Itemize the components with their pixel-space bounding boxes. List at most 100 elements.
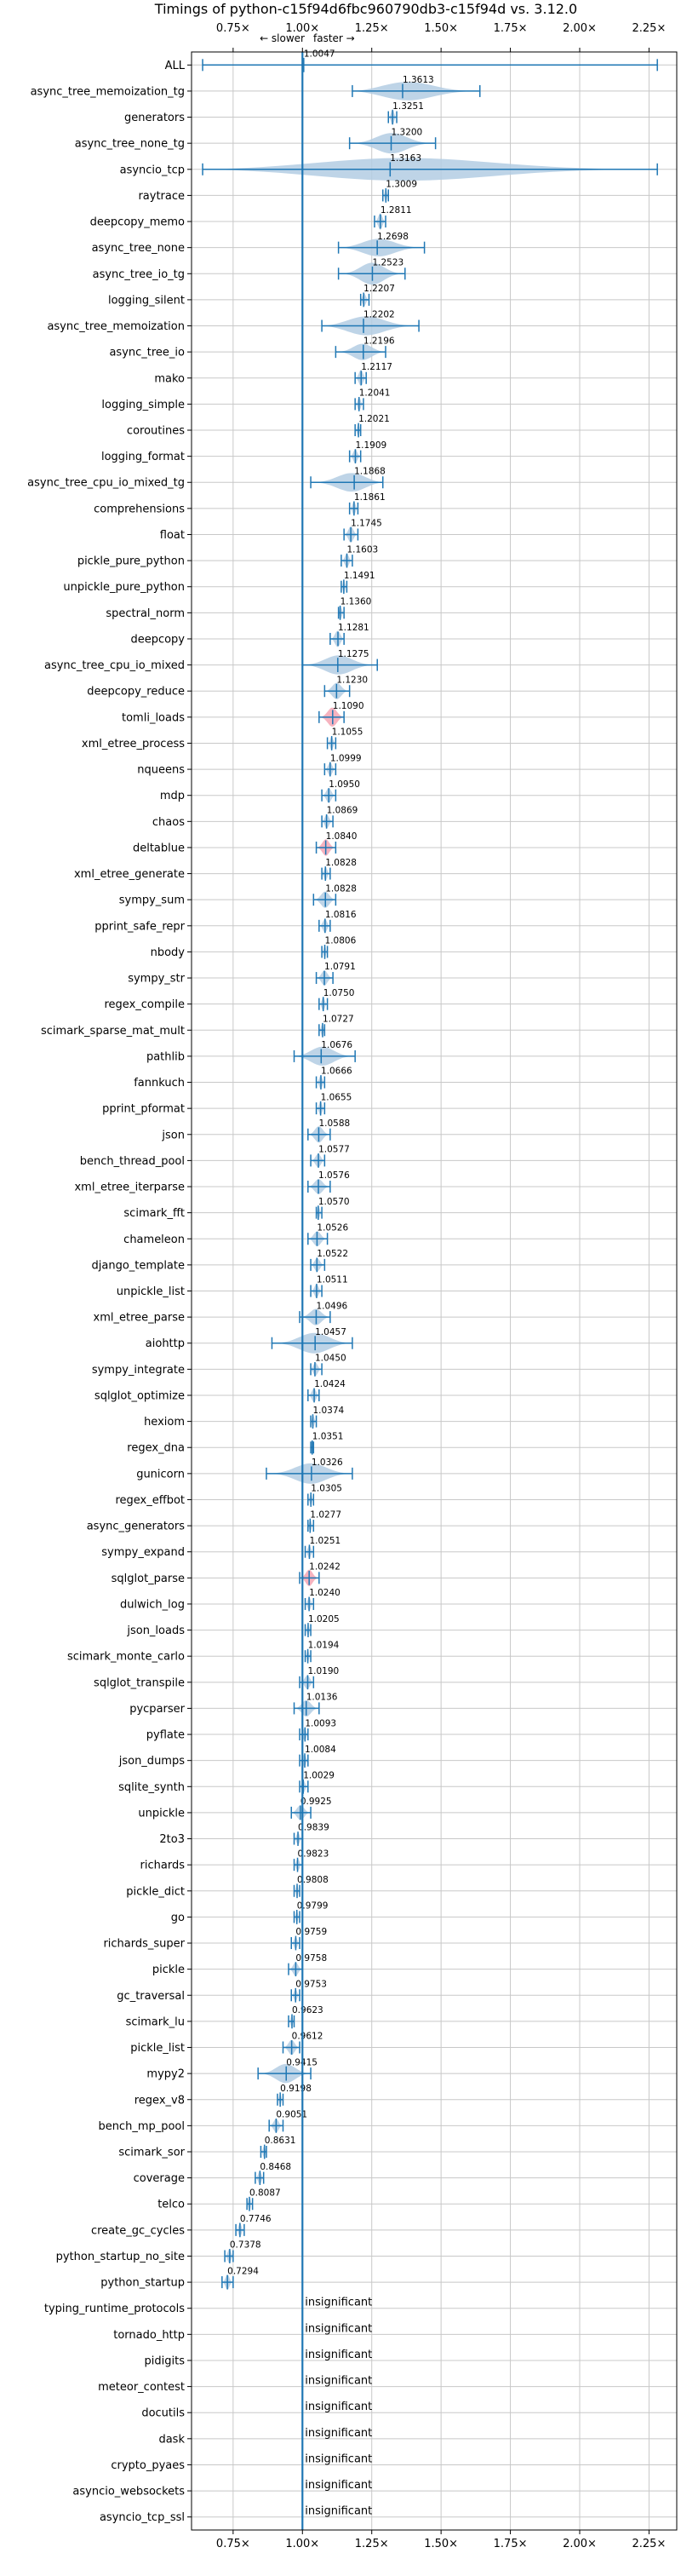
value-label: 1.0806	[325, 936, 357, 946]
x-tick-label-bottom: 1.25×	[355, 2538, 389, 2550]
y-tick-label: async_tree_none_tg	[75, 138, 185, 151]
x-tick-label-bottom: 1.50×	[424, 2538, 458, 2550]
y-tick-label: telco	[157, 2199, 185, 2211]
value-label: 1.1281	[338, 623, 369, 633]
y-tick-label: sqlglot_parse	[112, 1573, 185, 1585]
value-label: 0.9823	[298, 1849, 329, 1859]
value-label: 0.9799	[297, 1901, 329, 1912]
y-tick-label: pycparser	[129, 1703, 185, 1716]
value-label: 1.0526	[317, 1222, 348, 1233]
value-label: 1.0326	[312, 1458, 343, 1468]
value-label: 1.2196	[363, 336, 395, 346]
value-label: 1.0522	[317, 1249, 348, 1259]
y-tick-label: xml_etree_process	[82, 738, 185, 750]
y-tick-label: scimark_sparse_mat_mult	[41, 1025, 185, 1038]
y-tick-label: async_tree_cpu_io_mixed	[44, 659, 185, 672]
value-label: 1.3163	[390, 153, 421, 164]
value-label: 1.2202	[363, 310, 395, 320]
y-tick-label: meteor_contest	[98, 2381, 185, 2394]
y-tick-label: mako	[154, 372, 185, 385]
y-tick-label: deepcopy	[130, 633, 185, 646]
value-label: 1.1230	[336, 675, 368, 685]
value-label: 1.0576	[318, 1170, 350, 1181]
value-label: 1.1745	[351, 519, 382, 529]
value-label: 1.0570	[318, 1197, 350, 1207]
value-label: 1.0351	[312, 1431, 344, 1441]
y-tick-label: create_gc_cycles	[91, 2224, 185, 2237]
y-tick-label: pickle_list	[130, 2042, 185, 2055]
y-tick-label: sqlglot_optimize	[94, 1389, 185, 1402]
chart-title: Timings of python-c15f94d6fbc960790db3-c…	[154, 1, 577, 17]
value-label: 1.0205	[308, 1614, 340, 1624]
y-tick-label: dask	[158, 2433, 185, 2446]
value-label: 1.0816	[325, 910, 357, 920]
y-tick-label: async_generators	[87, 1521, 186, 1533]
y-tick-label: mdp	[160, 790, 185, 802]
y-tick-label: unpickle	[138, 1807, 185, 1820]
y-tick-label: crypto_pyaes	[111, 2459, 185, 2472]
value-label: 1.0277	[310, 1509, 341, 1520]
y-tick-label: xml_etree_generate	[74, 868, 185, 881]
value-label: 1.0869	[327, 806, 358, 816]
value-label: 1.0791	[324, 962, 356, 972]
value-label: 0.7294	[227, 2266, 259, 2276]
y-tick-label: generators	[124, 112, 185, 124]
y-tick-label: logging_silent	[108, 294, 185, 307]
y-tick-label: deepcopy_reduce	[87, 686, 185, 699]
y-tick-label: async_tree_io_tg	[93, 268, 185, 281]
value-label: 1.0676	[321, 1040, 352, 1050]
y-tick-label: sqlite_synth	[118, 1781, 185, 1794]
y-tick-label: docutils	[141, 2407, 185, 2420]
value-label: 1.0511	[317, 1275, 348, 1285]
insignificant-label: insignificant	[305, 2452, 372, 2465]
x-tick-label-bottom: 2.25×	[632, 2538, 667, 2550]
y-tick-label: sympy_integrate	[92, 1364, 185, 1377]
value-label: 1.0450	[315, 1354, 346, 1364]
value-label: 1.0840	[326, 831, 358, 842]
x-tick-label-top: 1.50×	[424, 22, 458, 35]
value-label: 0.9808	[297, 1875, 329, 1885]
y-tick-label: regex_compile	[104, 998, 185, 1011]
value-label: 0.9758	[295, 1953, 327, 1964]
value-label: 1.1055	[332, 727, 363, 738]
y-tick-label: deepcopy_memo	[90, 216, 185, 229]
value-label: 1.0029	[303, 1771, 335, 1781]
y-tick-label: regex_dna	[127, 1442, 185, 1455]
value-label: 1.0240	[309, 1588, 340, 1598]
value-label: 1.0457	[315, 1327, 346, 1337]
value-label: 1.2207	[363, 284, 395, 294]
y-tick-label: typing_runtime_protocols	[44, 2303, 185, 2315]
faster-label: faster →	[313, 32, 355, 44]
y-tick-label: pathlib	[146, 1050, 185, 1063]
y-tick-label: chameleon	[123, 1233, 185, 1246]
x-tick-label-bottom: 2.00×	[563, 2538, 597, 2550]
value-label: 1.1090	[333, 701, 364, 711]
y-tick-label: fannkuch	[134, 1077, 185, 1090]
value-label: 1.1909	[355, 440, 386, 451]
insignificant-label: insignificant	[305, 2505, 372, 2518]
value-label: 1.1603	[346, 544, 378, 555]
y-tick-label: dulwich_log	[120, 1598, 185, 1611]
value-label: 1.0093	[305, 1718, 336, 1728]
x-tick-label-bottom: 1.00×	[285, 2538, 319, 2550]
x-tick-label-top: 1.00×	[285, 22, 319, 35]
y-tick-label: nbody	[151, 946, 186, 959]
value-label: 1.0727	[323, 1014, 354, 1024]
y-tick-label: bench_thread_pool	[80, 1155, 185, 1168]
value-label: 1.1360	[340, 597, 372, 607]
y-tick-label: sympy_expand	[101, 1546, 185, 1559]
y-tick-label: python_startup_no_site	[56, 2251, 185, 2263]
y-tick-label: coroutines	[127, 425, 185, 438]
value-label: 0.8087	[249, 2188, 281, 2198]
y-tick-label: comprehensions	[94, 503, 185, 515]
y-tick-label: async_tree_cpu_io_mixed_tg	[27, 477, 185, 490]
value-label: 0.7378	[230, 2240, 261, 2251]
y-tick-label: richards	[140, 1860, 186, 1872]
value-label: 1.3613	[403, 75, 434, 85]
y-tick-label: django_template	[92, 1259, 185, 1272]
value-label: 1.0136	[306, 1693, 338, 1703]
value-label: 0.7746	[240, 2214, 272, 2224]
y-tick-label: hexiom	[144, 1416, 185, 1429]
y-tick-label: sqlglot_transpile	[94, 1676, 185, 1689]
